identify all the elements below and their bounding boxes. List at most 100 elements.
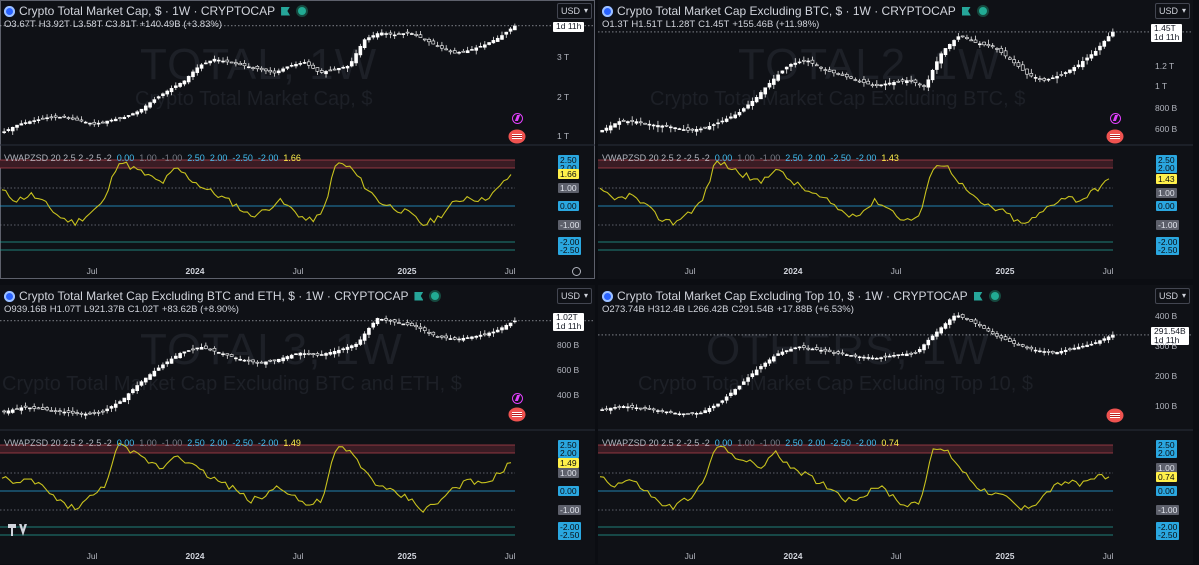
candle [131,387,135,395]
us-flag-icon[interactable] [1108,131,1122,142]
candle [724,393,729,404]
us-flag-icon[interactable] [510,131,524,142]
candle [1085,54,1089,65]
flag-icon[interactable] [281,6,291,16]
currency-select[interactable]: USD ▾ [1155,3,1190,19]
candle [849,75,853,80]
candle [638,117,643,126]
ohlc-legend: O273.74B H312.4B L266.42B C291.54B +17.88B (… [602,304,857,315]
candle [161,92,165,99]
lightning-icon[interactable] [1110,113,1121,124]
time-axis-label: 2025 [397,266,417,276]
candle [780,348,785,356]
candle [866,354,871,361]
candle [754,94,759,104]
price-tag: 1.02T 1d 11h [553,312,585,331]
price-axis-label: 600 B [557,365,580,375]
candle [88,122,92,127]
candle [1020,61,1025,71]
candle [40,115,45,120]
candle [457,51,461,55]
candle [268,67,273,75]
candle [626,403,630,412]
chart-header[interactable]: Crypto Total Market Cap Excluding BTC, $… [602,4,987,18]
indicator-legend[interactable]: VWAPZSD 20 2.5 2 -2.5 -2 0.00 1.00 -1.00 2.5… [4,153,301,163]
candle [513,23,517,31]
indicator-level-tag: 2.00 [558,163,579,173]
candle [109,405,114,412]
candle [741,378,746,385]
price-axis-label: 600 B [1155,124,1178,134]
candle [978,321,982,328]
us-flag-icon[interactable] [1108,410,1122,421]
candle [418,31,423,38]
flag-icon[interactable] [414,291,424,301]
indicator-level-tag: 0.00 [558,486,579,496]
chart-header[interactable]: Crypto Total Market Cap Excluding Top 10… [602,289,999,303]
candle [483,41,487,50]
candle [53,113,58,121]
candle [495,326,500,333]
candle [669,409,673,414]
candle [763,87,768,98]
currency-select[interactable]: USD ▾ [1155,288,1190,304]
candle [772,354,776,363]
candle [836,72,840,76]
candle [638,407,643,411]
chart-panel-total3[interactable]: TOTAL3, 1W Crypto Total Market Cap Exclud… [0,285,595,564]
chart-panel-total2[interactable]: TOTAL2, 1W Crypto Total Market Cap Exclud… [598,0,1193,279]
chart-panel-others[interactable]: OTHERS, 1W Crypto Total Market Cap Exclud… [598,285,1193,564]
indicator-legend[interactable]: VWAPZSD 20 2.5 2 -2.5 -2 0.00 1.00 -1.00 2.5… [4,438,301,448]
indicator-level-tag: -2.00 [1156,522,1180,532]
candle [122,397,127,403]
indicator-level-tag: -2.50 [558,530,582,540]
time-axis-label: Jul [504,551,516,561]
candle [926,75,931,91]
candle [221,57,225,64]
candle [699,410,703,415]
lightning-icon[interactable] [512,393,523,404]
candle [380,29,384,37]
candle [759,363,763,373]
candle [272,359,277,365]
indicator-level-tag: 1.00 [558,183,579,193]
candle [229,61,234,64]
ohlc-key-l: L [665,19,671,30]
candle [62,114,67,119]
chart-panel-total[interactable]: TOTAL, 1W Crypto Total Market Cap, $ Crypt… [0,0,595,279]
candle [797,346,802,351]
candle [500,31,504,40]
candle [737,108,742,117]
currency-select[interactable]: USD ▾ [557,288,592,304]
flag-icon[interactable] [973,291,983,301]
lightning-icon[interactable] [512,113,523,124]
candle [1038,347,1042,353]
indicator-legend[interactable]: VWAPZSD 20 2.5 2 -2.5 -2 0.00 1.00 -1.00 2.5… [602,153,899,163]
candle [221,351,225,357]
price-axis-label: 2 T [557,92,570,102]
gear-icon[interactable] [572,267,581,276]
candle [909,75,913,84]
us-flag-icon[interactable] [510,409,524,420]
candle [673,412,677,415]
indicator-param: -2.00 [855,153,877,163]
candle [71,407,75,416]
candle [896,354,901,359]
currency-select[interactable]: USD ▾ [557,3,592,19]
flag-icon[interactable] [961,6,971,16]
candle [1050,74,1055,80]
candle [917,346,922,354]
candle [857,78,862,84]
candle [716,403,720,408]
candle [943,321,948,330]
chart-header[interactable]: Crypto Total Market Cap, $ · 1W · CRYPTO… [4,4,307,18]
candle [1093,339,1098,345]
candle [195,347,200,351]
candle [410,32,414,35]
candle [986,326,991,333]
indicator-legend[interactable]: VWAPZSD 20 2.5 2 -2.5 -2 0.00 1.00 -1.00 2.5… [602,438,899,448]
chart-header[interactable]: Crypto Total Market Cap Excluding BTC an… [4,289,440,303]
candle [328,66,333,72]
candle [474,335,479,340]
candle [427,37,431,46]
